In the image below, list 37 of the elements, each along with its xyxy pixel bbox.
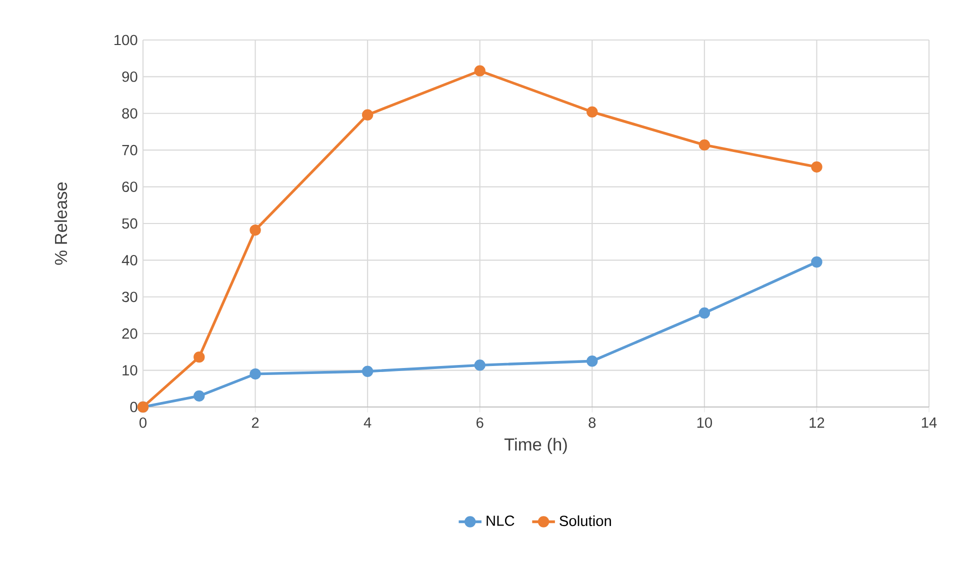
point (362, 366, 374, 377)
y-tick-label: 40 (122, 255, 138, 266)
point (698, 139, 710, 151)
point (474, 65, 486, 76)
y-tick-label: 30 (122, 292, 138, 302)
x-tick-label: 0 (139, 417, 146, 428)
y-tick-label: 0 (130, 402, 138, 412)
x-tick-label: 6 (476, 417, 484, 428)
y-tick-label: 50 (122, 218, 138, 229)
x-tick-label: 2 (252, 417, 259, 428)
legend-label: NLC (486, 516, 514, 526)
x-tick-label: 4 (364, 417, 372, 428)
point (250, 224, 261, 236)
point (474, 360, 486, 371)
y-tick-label: 20 (122, 328, 138, 339)
y-tick-label: 10 (122, 365, 138, 376)
x-axis-title: Time (h) (504, 438, 567, 454)
y-tick-label: 80 (122, 108, 138, 119)
point (362, 109, 374, 120)
legend-label: Solution (560, 515, 611, 526)
point (811, 256, 822, 268)
y-tick-label: 60 (122, 182, 138, 192)
x-tick-label: 12 (810, 417, 824, 428)
y-tick-label: 70 (122, 144, 138, 156)
point (194, 351, 205, 363)
point (698, 307, 710, 319)
y-tick-label: 90 (122, 72, 138, 82)
y-axis-title: % Release (54, 182, 68, 265)
point (194, 390, 205, 402)
point (586, 356, 598, 367)
point (811, 161, 822, 173)
x-tick-label: 14 (922, 417, 937, 428)
x-tick-label: 10 (697, 417, 712, 428)
point (586, 106, 598, 118)
x-tick-label: 8 (588, 417, 596, 428)
y-tick-label: 100 (114, 34, 138, 46)
point (250, 368, 261, 380)
